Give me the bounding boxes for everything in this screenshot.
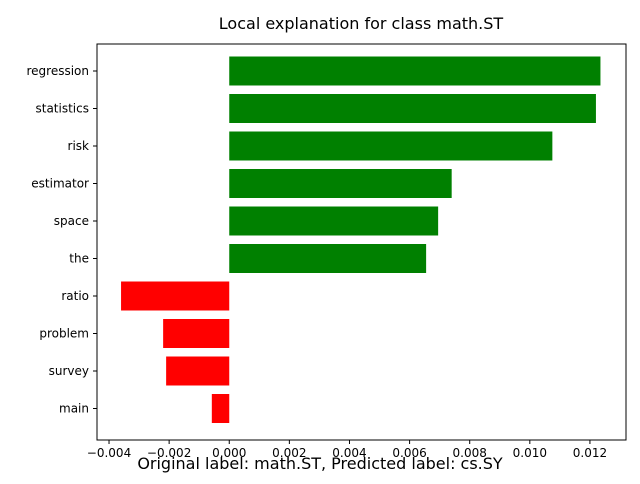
y-tick-label-ratio: ratio <box>61 289 89 303</box>
x-tick-labels: −0.004 −0.002 0.000 0.002 0.004 0.006 0.008 0.0… <box>87 446 607 460</box>
bar-the <box>229 244 427 273</box>
x-tick-label: 0.012 <box>573 446 607 460</box>
bars-layer <box>121 56 601 423</box>
bar-space <box>229 206 439 236</box>
bar-survey <box>166 356 230 386</box>
x-tick-label: −0.004 <box>87 446 131 460</box>
bar-regression <box>229 56 601 86</box>
y-tick-label-statistics: statistics <box>36 102 90 116</box>
plot-frame <box>96 43 627 441</box>
chart-title: Local explanation for class math.ST <box>219 14 504 33</box>
bar-main <box>211 394 230 423</box>
bar-risk <box>229 131 553 161</box>
bar-estimator <box>229 169 452 198</box>
x-tick-label: 0.010 <box>513 446 547 460</box>
y-tick-label-space: space <box>54 214 89 228</box>
bar-ratio <box>121 281 230 311</box>
y-tick-label-estimator: estimator <box>31 177 89 191</box>
x-tick-label: 0.006 <box>392 446 426 460</box>
y-tick-labels: regression statistics risk estimator space th… <box>26 64 89 416</box>
y-tick-label-problem: problem <box>39 327 89 341</box>
x-tick-label: −0.002 <box>147 446 191 460</box>
y-tick-label-risk: risk <box>68 139 90 153</box>
x-tick-label: 0.000 <box>212 446 246 460</box>
y-tick-label-main: main <box>59 402 89 416</box>
y-tick-label-the: the <box>69 252 89 266</box>
bar-statistics <box>229 94 596 123</box>
y-tick-label-survey: survey <box>49 364 89 378</box>
axes-layer <box>93 43 627 444</box>
x-tick-label: 0.004 <box>332 446 366 460</box>
x-tick-label: 0.008 <box>453 446 487 460</box>
chart-caption: Original label: math.ST, Predicted label… <box>137 454 503 473</box>
bar-problem <box>163 319 230 348</box>
y-tick-label-regression: regression <box>26 64 89 78</box>
x-tick-label: 0.002 <box>272 446 306 460</box>
